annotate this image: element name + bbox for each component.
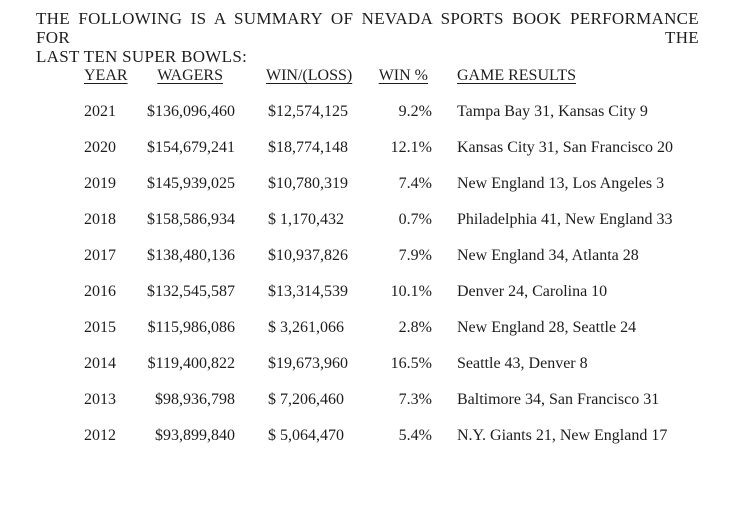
cell-wagers: $138,480,136 [147,247,235,264]
cell-wagers: $158,586,934 [147,211,235,228]
sportsbook-results-table: YEAR WAGERS WIN/(LOSS) WIN % GAME RESULT… [84,66,724,462]
cell-game-results: Seattle 43, Denver 8 [457,355,588,372]
cell-year: 2014 [84,355,116,372]
column-header-game-results: GAME RESULTS [457,67,576,84]
table-row: 2021 $136,096,460 $12,574,125 9.2% Tampa… [84,102,724,138]
column-header-win-loss: WIN/(LOSS) [266,67,353,84]
cell-win-loss: $18,774,148 [268,139,348,156]
cell-wagers: $93,899,840 [155,427,235,444]
table-row: 2013 $98,936,798 $ 7,206,460 7.3% Baltim… [84,390,724,426]
document-title: THE FOLLOWING IS A SUMMARY OF NEVADA SPO… [36,9,699,66]
document-title-line-2: LAST TEN SUPER BOWLS: [36,47,248,66]
cell-year: 2019 [84,175,116,192]
cell-wagers: $98,936,798 [155,391,235,408]
cell-win-loss: $ 7,206,460 [268,391,344,408]
cell-win-pct: 12.1% [390,139,432,156]
cell-game-results: N.Y. Giants 21, New England 17 [457,427,668,444]
cell-win-pct: 7.4% [398,175,432,192]
cell-year: 2021 [84,103,116,120]
column-header-win-pct: WIN % [378,67,428,84]
cell-win-loss: $10,937,826 [268,247,348,264]
cell-wagers: $115,986,086 [147,319,235,336]
cell-win-loss: $ 3,261,066 [268,319,344,336]
cell-game-results: New England 13, Los Angeles 3 [457,175,665,192]
cell-win-loss: $13,314,539 [268,283,348,300]
table-row: 2014 $119,400,822 $19,673,960 16.5% Seat… [84,354,724,390]
cell-win-pct: 9.2% [398,103,432,120]
cell-game-results: Denver 24, Carolina 10 [457,283,608,300]
table-row: 2019 $145,939,025 $10,780,319 7.4% New E… [84,174,724,210]
cell-win-loss: $19,673,960 [268,355,348,372]
cell-game-results: Baltimore 34, San Francisco 31 [457,391,660,408]
cell-win-loss: $12,574,125 [268,103,348,120]
cell-win-loss: $10,780,319 [268,175,348,192]
cell-win-loss: $ 1,170,432 [268,211,344,228]
results-table-body: 2021 $136,096,460 $12,574,125 9.2% Tampa… [84,102,724,462]
table-row: 2017 $138,480,136 $10,937,826 7.9% New E… [84,246,724,282]
cell-win-pct: 10.1% [390,283,432,300]
cell-win-loss: $ 5,064,470 [268,427,344,444]
cell-game-results: Philadelphia 41, New England 33 [457,211,673,228]
cell-win-pct: 2.8% [398,319,432,336]
cell-year: 2012 [84,427,116,444]
cell-win-pct: 7.9% [398,247,432,264]
cell-year: 2020 [84,139,116,156]
table-row: 2016 $132,545,587 $13,314,539 10.1% Denv… [84,282,724,318]
cell-year: 2017 [84,247,116,264]
table-row: 2020 $154,679,241 $18,774,148 12.1% Kans… [84,138,724,174]
cell-game-results: New England 34, Atlanta 28 [457,247,639,264]
column-header-year: YEAR [84,67,128,84]
document-title-line-1: THE FOLLOWING IS A SUMMARY OF NEVADA SPO… [36,9,699,47]
cell-win-pct: 5.4% [398,427,432,444]
cell-win-pct: 0.7% [398,211,432,228]
cell-wagers: $119,400,822 [147,355,235,372]
cell-wagers: $136,096,460 [147,103,235,120]
cell-game-results: New England 28, Seattle 24 [457,319,637,336]
cell-year: 2018 [84,211,116,228]
cell-win-pct: 7.3% [398,391,432,408]
cell-game-results: Tampa Bay 31, Kansas City 9 [457,103,648,120]
cell-year: 2013 [84,391,116,408]
table-header-row: YEAR WAGERS WIN/(LOSS) WIN % GAME RESULT… [84,66,724,102]
cell-wagers: $145,939,025 [147,175,235,192]
table-row: 2015 $115,986,086 $ 3,261,066 2.8% New E… [84,318,724,354]
cell-year: 2016 [84,283,116,300]
cell-win-pct: 16.5% [390,355,432,372]
cell-wagers: $132,545,587 [147,283,235,300]
cell-year: 2015 [84,319,116,336]
table-row: 2018 $158,586,934 $ 1,170,432 0.7% Phila… [84,210,724,246]
cell-wagers: $154,679,241 [147,139,235,156]
column-header-wagers: WAGERS [157,67,223,84]
table-row: 2012 $93,899,840 $ 5,064,470 5.4% N.Y. G… [84,426,724,462]
cell-game-results: Kansas City 31, San Francisco 20 [457,139,673,156]
